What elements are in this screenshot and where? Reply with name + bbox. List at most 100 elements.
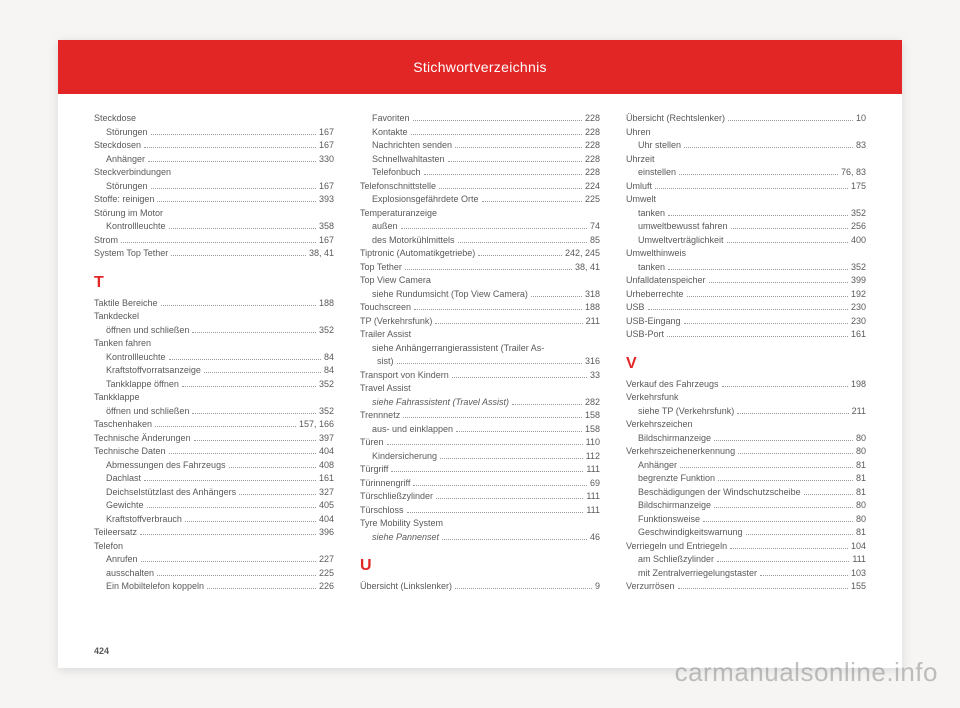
leader-dots: [458, 242, 587, 243]
index-column-2: Favoriten228Kontakte228Nachrichten sende…: [360, 112, 600, 594]
leader-dots: [391, 471, 583, 472]
index-label: Anhänger: [106, 153, 145, 167]
index-entry: Bildschirmanzeige80: [626, 432, 866, 446]
index-label: Verkehrsfunk: [626, 391, 679, 405]
leader-dots: [455, 147, 582, 148]
index-page: 224: [585, 180, 600, 194]
index-label: Störungen: [106, 180, 148, 194]
leader-dots: [738, 453, 853, 454]
leader-dots: [192, 413, 316, 414]
leader-dots: [439, 188, 582, 189]
index-label: Umluft: [626, 180, 652, 194]
leader-dots: [655, 188, 848, 189]
index-label: des Motorkühlmittels: [372, 234, 455, 248]
leader-dots: [192, 332, 316, 333]
index-entry: Anhänger 330: [94, 153, 334, 167]
index-entry: ausschalten225: [94, 567, 334, 581]
index-label: Tiptronic (Automatikgetriebe): [360, 247, 475, 261]
index-entry: Abmessungen des Fahrzeugs408: [94, 459, 334, 473]
index-page: 228: [585, 112, 600, 126]
index-page: 405: [319, 499, 334, 513]
index-label: tanken: [638, 207, 665, 221]
index-label: Uhrzeit: [626, 153, 655, 167]
index-entry: tanken352: [626, 261, 866, 275]
index-entry: siehe Fahrassistent (Travel Assist)282: [360, 396, 600, 410]
index-entry: Uhren: [626, 126, 866, 140]
leader-dots: [157, 575, 316, 576]
index-page: 33: [590, 369, 600, 383]
index-label: Telefonbuch: [372, 166, 421, 180]
index-label: Umwelt: [626, 193, 656, 207]
index-entry: tanken352: [626, 207, 866, 221]
index-entry: Anhänger81: [626, 459, 866, 473]
index-label: Uhr stellen: [638, 139, 681, 153]
index-entry: siehe TP (Verkehrsfunk)211: [626, 405, 866, 419]
index-page: 399: [851, 274, 866, 288]
index-column-1: SteckdoseStörungen167Steckdosen167Anhäng…: [94, 112, 334, 594]
index-page: 225: [319, 567, 334, 581]
index-entry: Bildschirmanzeige80: [626, 499, 866, 513]
leader-dots: [169, 453, 316, 454]
index-page: 69: [590, 477, 600, 491]
index-page: 85: [590, 234, 600, 248]
index-entry: Technische Daten404: [94, 445, 334, 459]
index-label: Übersicht (Linkslenker): [360, 580, 452, 594]
index-page: 161: [851, 328, 866, 342]
index-label: Top Tether: [360, 261, 402, 275]
index-entry: Travel Assist: [360, 382, 600, 396]
leader-dots: [722, 386, 848, 387]
index-label: Favoriten: [372, 112, 410, 126]
index-label: Kontrollleuchte: [106, 220, 166, 234]
index-page: 80: [856, 432, 866, 446]
index-entry: Kontrollleuchte358: [94, 220, 334, 234]
index-page: 227: [319, 553, 334, 567]
index-entry: USB-Port161: [626, 328, 866, 342]
index-entry: Telefon: [94, 540, 334, 554]
leader-dots: [684, 323, 848, 324]
index-label: Top View Camera: [360, 274, 431, 288]
index-page: 175: [851, 180, 866, 194]
leader-dots: [169, 228, 316, 229]
index-label: einstellen: [638, 166, 676, 180]
index-label: USB: [626, 301, 645, 315]
index-entry: Top Tether38, 41: [360, 261, 600, 275]
leader-dots: [730, 548, 848, 549]
index-label: mit Zentralverriegelungstaster: [638, 567, 757, 581]
leader-dots: [182, 386, 316, 387]
index-entry: Dachlast161: [94, 472, 334, 486]
index-entry: Beschädigungen der Windschutzscheibe81: [626, 486, 866, 500]
leader-dots: [151, 188, 316, 189]
leader-dots: [171, 255, 306, 256]
index-label: Touchscreen: [360, 301, 411, 315]
leader-dots: [405, 269, 572, 270]
leader-dots: [194, 440, 316, 441]
index-entry: siehe Pannenset46: [360, 531, 600, 545]
index-page: 400: [851, 234, 866, 248]
index-label: Dachlast: [106, 472, 141, 486]
index-label: Verkehrszeichenerkennung: [626, 445, 735, 459]
index-page: 393: [319, 193, 334, 207]
index-label: Taktile Bereiche: [94, 297, 158, 311]
index-entry: Transport von Kindern33: [360, 369, 600, 383]
index-page: 167: [319, 139, 334, 153]
index-page: 330: [319, 153, 334, 167]
index-page: 10: [856, 112, 866, 126]
index-entry: Übersicht (Linkslenker)9: [360, 580, 600, 594]
index-page: 157, 166: [299, 418, 334, 432]
index-entry: Tyre Mobility System: [360, 517, 600, 531]
index-entry: Temperaturanzeige: [360, 207, 600, 221]
index-page: 211: [586, 315, 600, 329]
index-page: 230: [851, 315, 866, 329]
index-label: Verriegeln und Entriegeln: [626, 540, 727, 554]
index-entry: Schnellwahltasten228: [360, 153, 600, 167]
index-page: 397: [319, 432, 334, 446]
index-entry: Uhrzeit: [626, 153, 866, 167]
index-label: umweltbewusst fahren: [638, 220, 728, 234]
leader-dots: [531, 296, 582, 297]
manual-page: Stichwortverzeichnis SteckdoseStörungen1…: [58, 40, 902, 668]
index-label: Tankklappe öffnen: [106, 378, 179, 392]
index-label: Trennnetz: [360, 409, 400, 423]
index-entry: Funktionsweise80: [626, 513, 866, 527]
leader-dots: [161, 305, 316, 306]
index-label: siehe Pannenset: [372, 531, 439, 545]
